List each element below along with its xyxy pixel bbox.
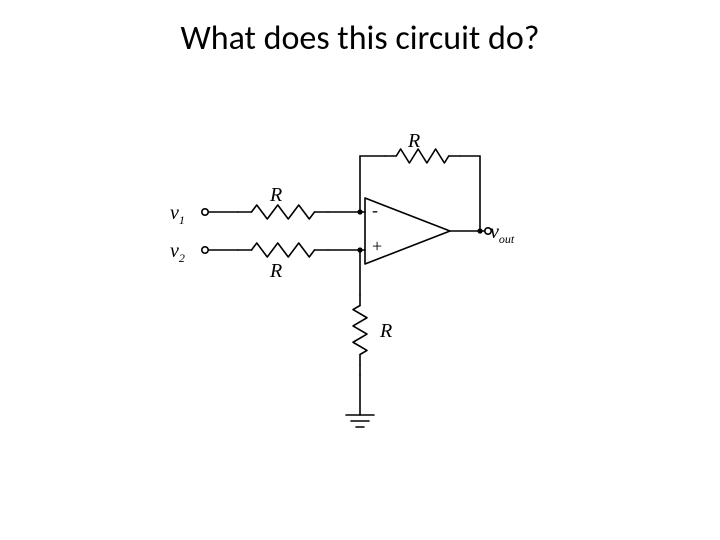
label-v1: v1 — [170, 202, 185, 228]
label-r-ground: R — [380, 320, 392, 343]
label-vout: vout — [490, 221, 514, 247]
page-title: What does this circuit do? — [0, 18, 720, 59]
label-r-v2: R — [270, 260, 282, 283]
opamp-minus: - — [372, 200, 378, 221]
circuit-svg — [170, 120, 550, 460]
label-r-v1: R — [270, 184, 282, 207]
slide: What does this circuit do? v1 v2 vout R R R R -… — [0, 0, 720, 540]
circuit-diagram: v1 v2 vout R R R R - + — [170, 120, 550, 460]
label-r-feedback: R — [408, 130, 420, 153]
label-v2: v2 — [170, 240, 185, 266]
opamp-plus: + — [372, 236, 382, 257]
